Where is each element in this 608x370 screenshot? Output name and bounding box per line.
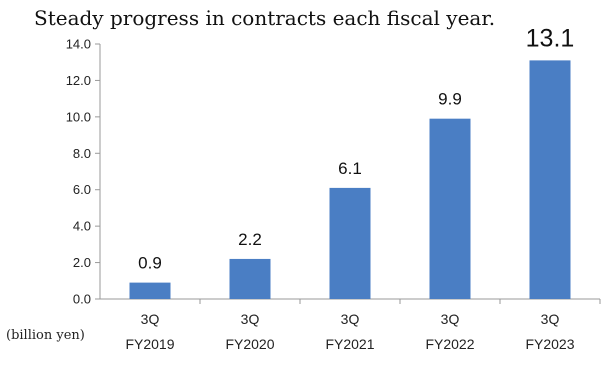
value-labels: 0.9 2.2 6.1 9.9 13.1 xyxy=(138,24,574,272)
x-tick-label: FY2023 xyxy=(525,336,574,352)
bar xyxy=(229,258,271,299)
y-tick-label: 6.0 xyxy=(73,182,91,197)
x-tick-label: FY2019 xyxy=(125,336,174,352)
y-tick-label: 4.0 xyxy=(73,219,91,234)
y-tick-label: 10.0 xyxy=(66,109,91,124)
data-label: 13.1 xyxy=(526,24,575,52)
data-label: 2.2 xyxy=(238,230,262,249)
x-tick-label: 3Q xyxy=(141,311,160,327)
data-label: 6.1 xyxy=(338,159,362,178)
x-tick-label: FY2021 xyxy=(325,336,374,352)
y-tick-label: 8.0 xyxy=(73,146,91,161)
x-tick-label: FY2022 xyxy=(425,336,474,352)
x-tick-label: FY2020 xyxy=(225,336,274,352)
bar xyxy=(329,187,371,299)
bar xyxy=(529,60,571,300)
x-tick-label: 3Q xyxy=(541,311,560,327)
y-tick-label: 2.0 xyxy=(73,255,91,270)
y-tick-label: 12.0 xyxy=(66,73,91,88)
y-axis-unit-label: (billion yen) xyxy=(6,328,85,343)
y-tick-label: 14.0 xyxy=(66,37,91,52)
x-tick-label: 3Q xyxy=(341,311,360,327)
bar xyxy=(429,118,471,299)
bar xyxy=(129,282,171,299)
x-tick-label: 3Q xyxy=(441,311,460,327)
y-axis-ticks: 0.0 2.0 4.0 6.0 8.0 10.0 12.0 14.0 xyxy=(66,37,100,307)
x-tick-label: 3Q xyxy=(241,311,260,327)
chart-title: Steady progress in contracts each fiscal… xyxy=(34,6,495,30)
data-label: 0.9 xyxy=(138,254,162,273)
data-label: 9.9 xyxy=(438,90,462,109)
y-tick-label: 0.0 xyxy=(73,292,91,307)
bars xyxy=(129,60,571,300)
x-axis-labels: 3Q FY2019 3Q FY2020 3Q FY2021 3Q FY2022 3Q FY2023 xyxy=(125,299,601,352)
